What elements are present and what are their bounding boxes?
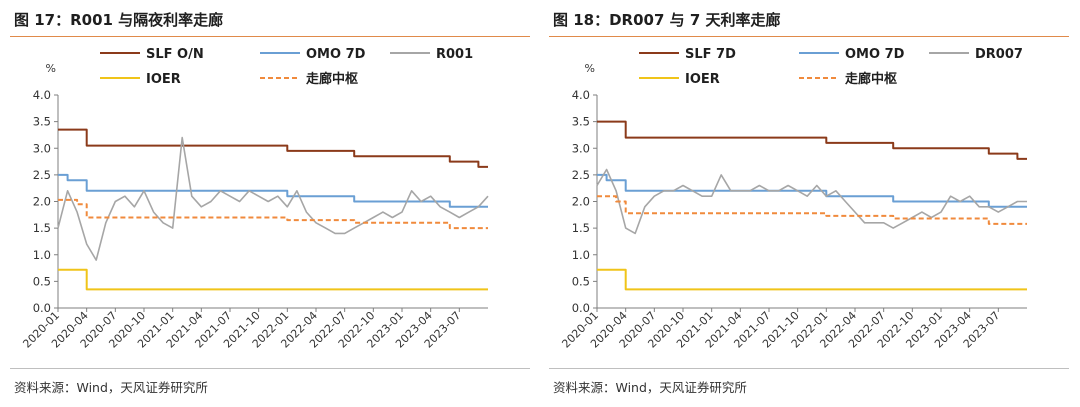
y-axis-unit: % <box>46 62 56 75</box>
y-tick-label: 2.5 <box>572 168 590 182</box>
series-line-series-4 <box>58 198 488 230</box>
series-line-omo-7d <box>58 173 488 208</box>
legend-label-ioer: IOER <box>146 72 181 87</box>
legend-label-series-4: 走廊中枢 <box>845 71 897 87</box>
y-tick-label: 1.5 <box>572 221 590 235</box>
title-divider <box>549 36 1069 37</box>
legend-label-slf-o-n: SLF O/N <box>146 47 204 62</box>
y-tick-label: 0.0 <box>33 301 51 315</box>
figure-title: 图 17：R001 与隔夜利率走廊 <box>14 11 224 29</box>
y-tick-label: 0.5 <box>33 274 51 288</box>
legend-label-dr007: DR007 <box>975 47 1023 62</box>
legend-label-omo-7d: OMO 7D <box>845 47 905 62</box>
source-divider <box>549 368 1069 369</box>
y-tick-label: 1.5 <box>33 221 51 235</box>
chart-dr007-7d-corridor: SLF 7D OMO 7D DR007 IOER 走廊中枢% 0.0 0.5 1.0 1.5 2.… <box>559 47 1027 351</box>
series-line-ioer <box>58 268 488 291</box>
title-divider <box>10 36 530 37</box>
y-tick-label: 3.0 <box>572 141 590 155</box>
y-tick-label: 2.0 <box>572 195 590 209</box>
y-tick-label: 3.5 <box>572 115 590 129</box>
legend-label-ioer: IOER <box>685 72 720 87</box>
source-divider <box>10 368 530 369</box>
y-tick-label: 4.0 <box>33 88 51 102</box>
legend-label-r001: R001 <box>436 47 473 62</box>
y-tick-label: 1.0 <box>572 248 590 262</box>
source-note: 资料来源：Wind，天风证券研究所 <box>553 380 747 395</box>
y-tick-label: 3.5 <box>33 115 51 129</box>
series-line-r001 <box>57 136 489 261</box>
figure-title: 图 18：DR007 与 7 天利率走廊 <box>553 11 781 29</box>
figure-18-panel: 图 18：DR007 与 7 天利率走廊 SLF 7D OMO 7D DR007 IO… <box>549 0 1069 407</box>
y-tick-label: 3.0 <box>33 141 51 155</box>
y-tick-label: 2.5 <box>33 168 51 182</box>
y-tick-label: 4.0 <box>572 88 590 102</box>
series-line-slf-7d <box>597 120 1027 160</box>
series-line-dr007 <box>596 168 1027 235</box>
legend-label-omo-7d: OMO 7D <box>306 47 366 62</box>
y-tick-label: 2.0 <box>33 195 51 209</box>
series-line-slf-o-n <box>58 128 488 168</box>
source-note: 资料来源：Wind，天风证券研究所 <box>14 380 208 395</box>
chart-r001-overnight-corridor: SLF O/N OMO 7D R001 IOER 走廊中枢% 0.0 0.5 1.0 1.5 2.… <box>20 47 489 351</box>
y-axis-unit: % <box>585 62 595 75</box>
series-line-ioer <box>597 268 1027 291</box>
y-tick-label: 0.0 <box>572 301 590 315</box>
y-tick-label: 0.5 <box>572 274 590 288</box>
y-tick-label: 1.0 <box>33 248 51 262</box>
legend-label-series-4: 走廊中枢 <box>306 71 358 87</box>
legend-label-slf-7d: SLF 7D <box>685 47 736 62</box>
series-line-omo-7d <box>597 173 1027 208</box>
figure-17-panel: 图 17：R001 与隔夜利率走廊 SLF O/N OMO 7D R001 IOER 走… <box>10 0 530 407</box>
